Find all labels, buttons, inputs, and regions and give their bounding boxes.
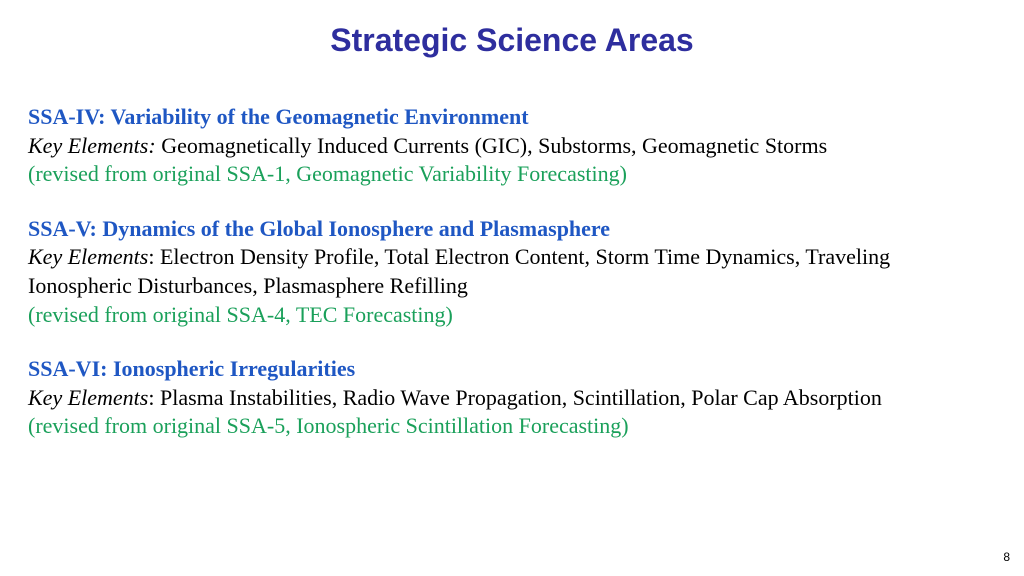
ssa-heading: SSA-V: Dynamics of the Global Ionosphere… [28,215,996,244]
key-elements-colon: : [148,385,154,410]
ssa-section: SSA-VI: Ionospheric Irregularities Key E… [28,355,996,441]
key-elements-text: Electron Density Profile, Total Electron… [28,244,890,298]
page-number: 8 [1003,550,1010,564]
ssa-section: SSA-V: Dynamics of the Global Ionosphere… [28,215,996,329]
ssa-revised-note: (revised from original SSA-1, Geomagneti… [28,160,996,189]
key-elements-label: Key Elements [28,385,148,410]
slide: Strategic Science Areas SSA-IV: Variabil… [0,0,1024,576]
key-elements-colon: : [148,244,154,269]
ssa-key-elements: Key Elements: Plasma Instabilities, Radi… [28,384,996,413]
ssa-key-elements: Key Elements: Geomagnetically Induced Cu… [28,132,996,161]
ssa-revised-note: (revised from original SSA-4, TEC Foreca… [28,301,996,330]
key-elements-text: Geomagnetically Induced Currents (GIC), … [161,133,827,158]
page-title: Strategic Science Areas [28,22,996,59]
key-elements-label: Key Elements [28,133,148,158]
key-elements-text: Plasma Instabilities, Radio Wave Propaga… [160,385,882,410]
ssa-key-elements: Key Elements: Electron Density Profile, … [28,243,996,300]
key-elements-label: Key Elements [28,244,148,269]
ssa-section: SSA-IV: Variability of the Geomagnetic E… [28,103,996,189]
ssa-heading: SSA-IV: Variability of the Geomagnetic E… [28,103,996,132]
ssa-heading: SSA-VI: Ionospheric Irregularities [28,355,996,384]
ssa-revised-note: (revised from original SSA-5, Ionospheri… [28,412,996,441]
key-elements-colon: : [148,133,155,158]
